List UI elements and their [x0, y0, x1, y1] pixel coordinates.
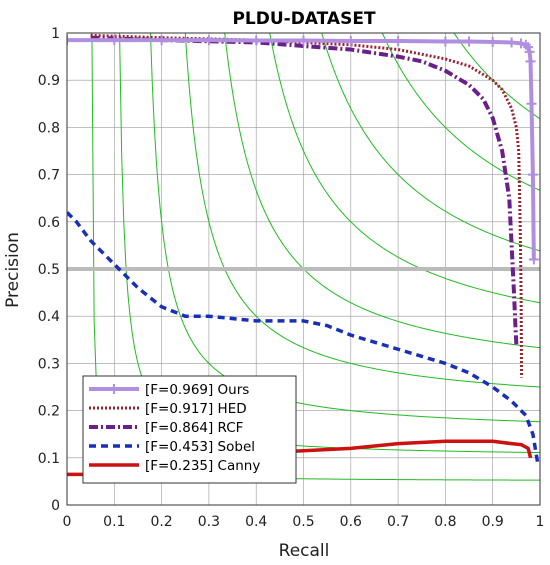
x-tick-label: 0.4: [245, 514, 267, 530]
iso-f-curve: [184, 33, 540, 388]
series-point-ours: [109, 35, 120, 46]
series-point-ours: [516, 38, 527, 49]
legend-entry: [F=0.917] HED: [145, 401, 247, 417]
y-tick-label: 0.7: [38, 168, 60, 184]
y-tick-label: 1: [51, 26, 60, 42]
legend-entry: [F=0.864] RCF: [145, 420, 243, 436]
series-point-ours: [393, 36, 404, 47]
legend-marker: [109, 384, 119, 394]
iso-f-curve: [453, 33, 540, 120]
series-point-ours: [525, 56, 536, 67]
y-tick-label: 0.3: [38, 356, 60, 372]
x-tick-label: 1: [536, 514, 545, 530]
x-tick-label: 0.6: [340, 514, 362, 530]
series-point-ours: [528, 254, 539, 265]
series-point-ours: [67, 35, 72, 46]
series-point-ours: [506, 37, 517, 48]
series-line-rcf: [90, 35, 519, 345]
series-point-ours: [527, 169, 538, 180]
plot-area: 0 0.1 0.2 0.3 0.4 0.5 0.6 0.7 0.8 0.9 1 0 0.1 0.2 0.3 0…: [38, 26, 545, 530]
iso-f-curve: [149, 33, 540, 423]
x-tick-label: 0.8: [434, 514, 456, 530]
y-tick-label: 0: [51, 498, 60, 514]
y-tick-label: 0.9: [38, 73, 60, 89]
series-point-ours: [251, 35, 262, 46]
y-tick-label: 0.6: [38, 215, 60, 231]
iso-f-curve: [321, 33, 540, 252]
series-point-ours: [298, 35, 309, 46]
x-axis-label: Recall: [279, 541, 330, 561]
x-tick-label: 0.9: [482, 514, 504, 530]
series-line-ours: [67, 38, 536, 260]
legend-entry: [F=0.453] Sobel: [145, 439, 255, 455]
y-tick-label: 0.1: [38, 451, 60, 467]
series-point-ours: [524, 46, 535, 57]
x-tick-label: 0.7: [387, 514, 409, 530]
x-tick-label: 0: [63, 514, 72, 530]
iso-f-curve: [269, 33, 540, 304]
series-point-ours: [523, 42, 534, 53]
series-point-ours: [487, 36, 498, 47]
x-tick-label: 0.5: [292, 514, 314, 530]
chart-title: PLDU-DATASET: [232, 9, 376, 29]
y-tick-label: 0.8: [38, 120, 60, 136]
series-point-ours: [464, 36, 475, 47]
legend-entry: [F=0.235] Canny: [145, 458, 260, 474]
axes-frame: [66, 32, 541, 506]
series-point-ours: [440, 36, 451, 47]
y-tick-label: 0.4: [38, 309, 60, 325]
x-tick-label: 0.2: [150, 514, 172, 530]
iso-f-curve: [224, 33, 540, 349]
series-line-sobel: [67, 211, 540, 463]
iso-f-curve: [381, 33, 540, 191]
legend-entry: [F=0.969] Ours: [145, 382, 249, 398]
series-point-ours: [156, 35, 167, 46]
y-axis-label: Precision: [3, 232, 23, 308]
series-point-ours: [203, 35, 214, 46]
x-tick-label: 0.1: [103, 514, 125, 530]
series-point-ours: [526, 98, 537, 109]
y-tick-label: 0.5: [38, 262, 60, 278]
series-point-ours: [345, 36, 356, 47]
series-line-hed: [90, 33, 524, 378]
y-tick-label: 0.2: [38, 404, 60, 420]
legend: [F=0.969] Ours [F=0.917] HED [F=0.864] RCF…: [82, 375, 297, 484]
x-tick-label: 0.3: [198, 514, 220, 530]
